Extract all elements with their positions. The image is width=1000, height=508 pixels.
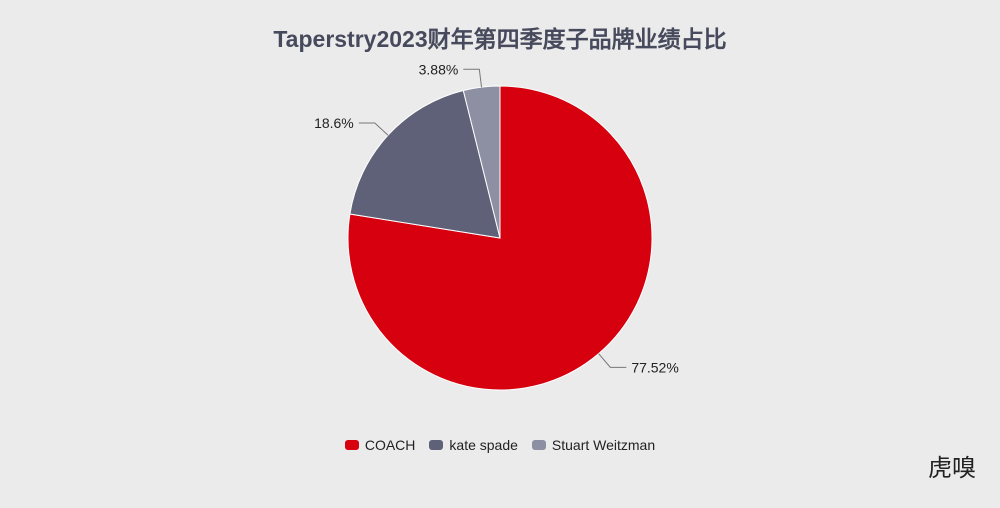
legend-swatch [429, 440, 444, 450]
data-label: 18.6% [314, 115, 354, 131]
data-label: 3.88% [419, 61, 459, 77]
chart-title: Taperstry2023财年第四季度子品牌业绩占比 [273, 26, 727, 52]
legend-item[interactable]: kate spade [429, 437, 518, 453]
legend-label: Stuart Weitzman [551, 437, 656, 453]
leader-line [463, 68, 483, 88]
data-label: 77.52% [631, 359, 678, 375]
legend: COACH kate spade Stuart Weitzman [0, 437, 1000, 453]
legend-swatch [344, 440, 359, 450]
legend-swatch [531, 440, 546, 450]
legend-item[interactable]: COACH [344, 437, 416, 453]
watermark-logo: 虎嗅 [928, 454, 976, 482]
leader-line [598, 353, 627, 368]
legend-label: kate spade [449, 437, 518, 453]
legend-item[interactable]: Stuart Weitzman [531, 437, 656, 453]
legend-label: COACH [364, 437, 416, 453]
leader-line [358, 122, 389, 136]
